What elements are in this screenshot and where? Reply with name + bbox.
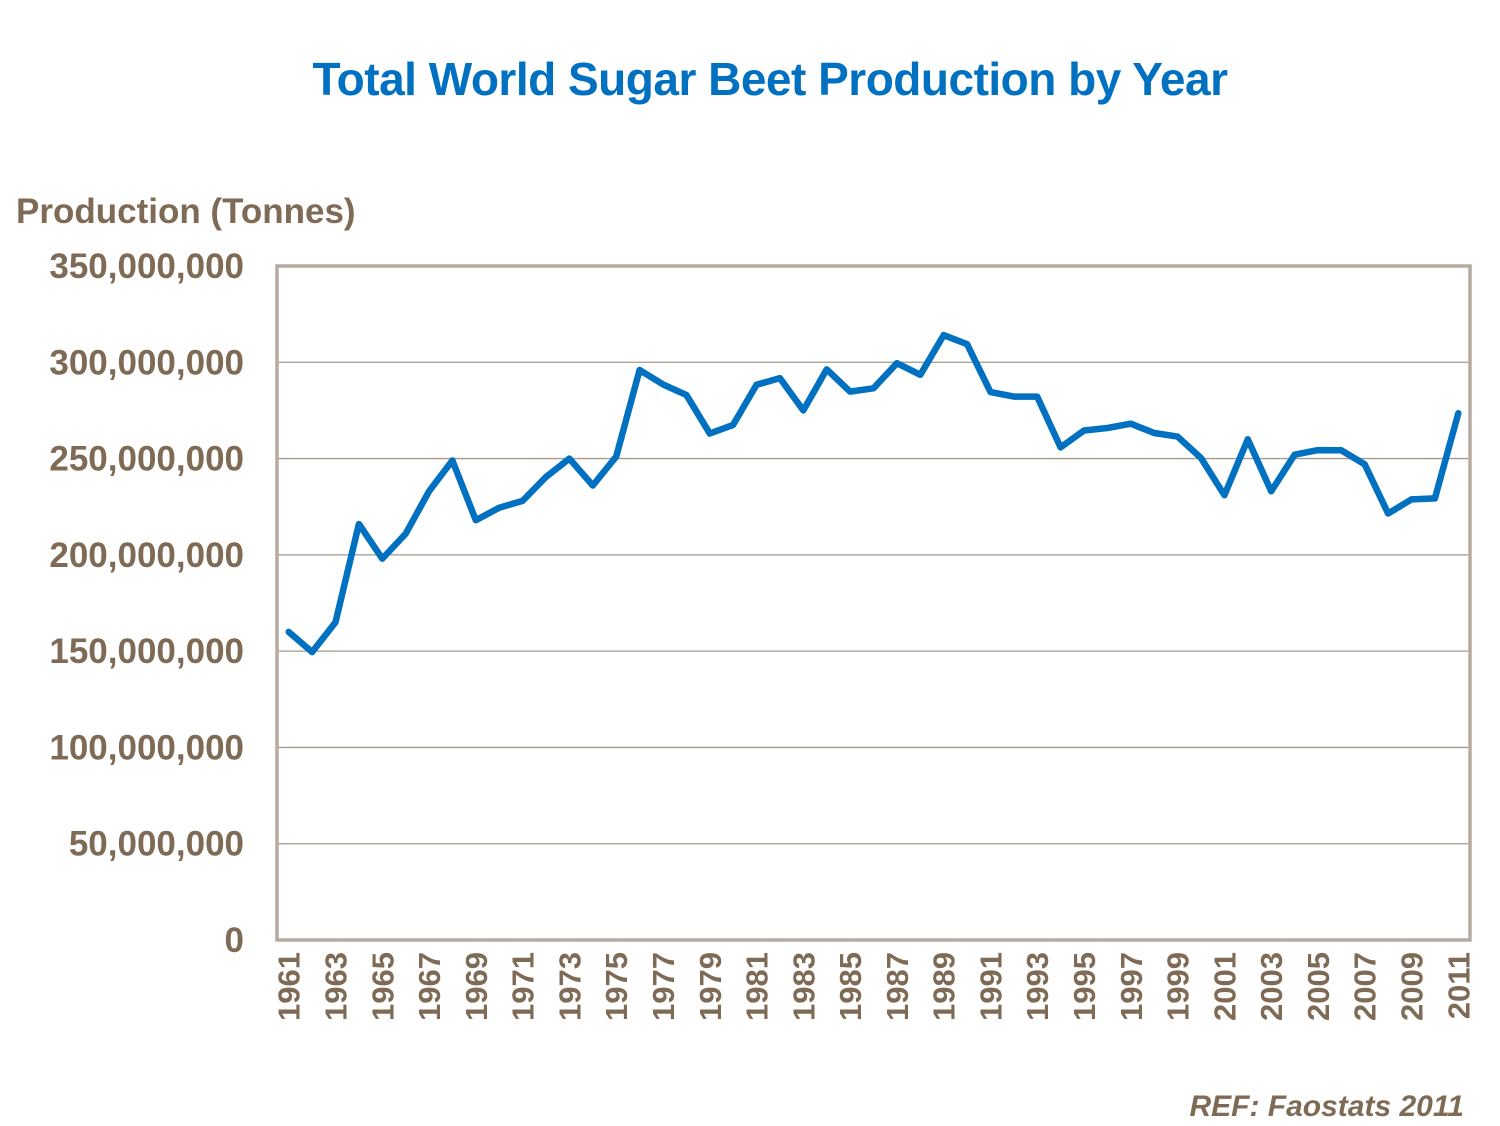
x-tick-label: 1989 [927, 952, 962, 1021]
y-tick-label: 200,000,000 [49, 536, 244, 575]
x-tick-label: 2001 [1207, 952, 1242, 1021]
x-tick-label: 1975 [599, 952, 634, 1021]
x-tick-label: 2011 [1441, 952, 1476, 1019]
x-tick-label: 2003 [1254, 952, 1289, 1021]
x-tick-label: 1973 [552, 952, 587, 1021]
x-tick-label: 2007 [1348, 952, 1383, 1021]
y-tick-label: 300,000,000 [49, 343, 244, 382]
x-tick-label: 1979 [693, 952, 728, 1021]
x-tick-label: 2005 [1301, 952, 1336, 1021]
x-tick-label: 1991 [973, 952, 1008, 1021]
source-note: REF: Faostats 2011 [1189, 1090, 1464, 1123]
x-tick-label: 1961 [272, 952, 307, 1021]
x-tick-label: 1971 [506, 952, 541, 1021]
y-tick-label: 100,000,000 [49, 728, 244, 767]
x-tick-label: 1983 [786, 952, 821, 1021]
x-tick-label: 1999 [1161, 952, 1196, 1021]
chart-title: Total World Sugar Beet Production by Yea… [312, 53, 1229, 105]
x-tick-label: 2009 [1395, 952, 1430, 1021]
gridlines [277, 361, 1470, 845]
x-axis-ticks: 1961 1963 1965 1967 1969 1971 1973 1975 1977 1979… [272, 952, 1477, 1021]
x-tick-label: 1985 [833, 952, 868, 1021]
y-tick-label: 250,000,000 [49, 440, 244, 479]
x-tick-label: 1967 [412, 952, 447, 1021]
x-tick-label: 1997 [1114, 952, 1149, 1021]
y-axis-title: Production (Tonnes) [16, 192, 356, 231]
x-tick-label: 1993 [1020, 952, 1055, 1021]
x-tick-label: 1987 [880, 952, 915, 1021]
x-tick-label: 1969 [459, 952, 494, 1021]
x-tick-label: 1981 [740, 952, 775, 1021]
x-tick-label: 1963 [318, 952, 353, 1021]
series-line [285, 331, 1462, 656]
y-tick-label: 350,000,000 [49, 247, 244, 286]
y-tick-label: 0 [225, 921, 244, 960]
plot-area-frame [275, 264, 1472, 942]
series-layer [285, 331, 1462, 656]
y-tick-label: 50,000,000 [69, 825, 244, 864]
y-axis-ticks: 0 50,000,000 100,000,000 150,000,000 200,000… [49, 247, 244, 960]
x-tick-label: 1977 [646, 952, 681, 1021]
y-tick-label: 150,000,000 [49, 632, 244, 671]
x-tick-label: 1995 [1067, 952, 1102, 1021]
x-tick-label: 1965 [365, 952, 400, 1021]
